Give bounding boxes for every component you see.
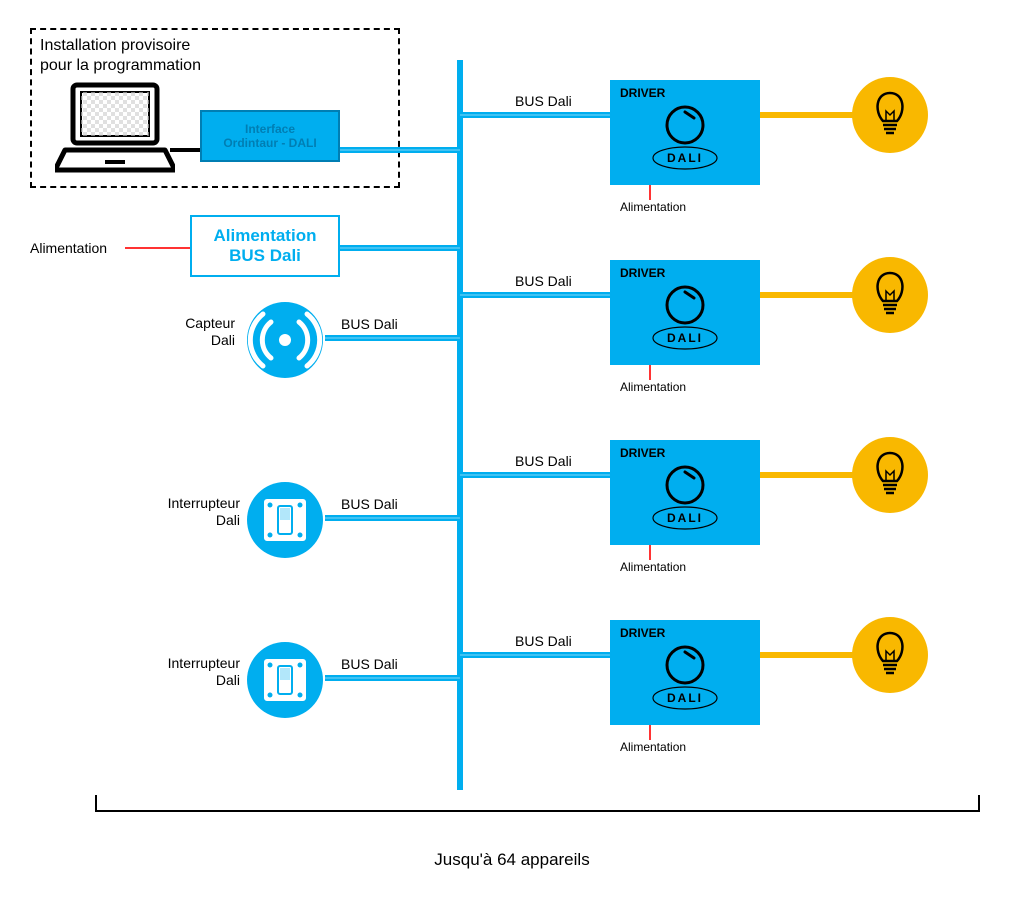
switch1-bus-label: BUS Dali: [341, 656, 398, 672]
driver-power-text-2: Alimentation: [620, 560, 686, 574]
interface-line1: Interface: [245, 122, 295, 136]
footer-text: Jusqu'à 64 appareils: [434, 850, 589, 869]
installation-title: Installation provisoire pour la programma…: [40, 36, 201, 76]
svg-text:DALI: DALI: [667, 691, 703, 705]
sensor-bus-label: BUS Dali: [341, 316, 398, 332]
driver-power-text-1: Alimentation: [620, 380, 686, 394]
svg-text:DALI: DALI: [667, 151, 703, 165]
bracket-l: [95, 795, 97, 810]
driver-power-text-3: Alimentation: [620, 740, 686, 754]
switch-icon-1: [245, 640, 325, 720]
svg-text:DALI: DALI: [667, 331, 703, 345]
driver-power-text-0: Alimentation: [620, 200, 686, 214]
driver0-title: DRIVER: [620, 86, 750, 100]
driver-bus-text-1: BUS Dali: [515, 273, 572, 289]
driver-box-0: DRIVER DALI: [610, 80, 760, 185]
footer: Jusqu'à 64 appareils: [0, 850, 1024, 870]
driver2-bus-label: BUS Dali: [515, 453, 572, 469]
driver3-graphic: DALI: [620, 640, 750, 715]
title-line1: Installation provisoire: [40, 37, 190, 54]
bulb-icon-1: [850, 255, 930, 335]
driver2-graphic: DALI: [620, 460, 750, 535]
driver2-title: DRIVER: [620, 446, 750, 460]
sensor-bus-text: BUS Dali: [341, 316, 398, 332]
sensor-label1: Capteur: [185, 315, 235, 331]
driver3-bus-label: BUS Dali: [515, 633, 572, 649]
title-line2: pour la programmation: [40, 57, 201, 74]
bracket-h: [95, 810, 980, 812]
switch-bus-text-0: BUS Dali: [341, 496, 398, 512]
driver3-title: DRIVER: [620, 626, 750, 640]
bracket-r: [978, 795, 980, 810]
driver-box-2: DRIVER DALI: [610, 440, 760, 545]
driver0-bus-label: BUS Dali: [515, 93, 572, 109]
bulb-icon-2: [850, 435, 930, 515]
driver0-power-label: Alimentation: [620, 200, 686, 214]
driver1-bus-label: BUS Dali: [515, 273, 572, 289]
driver-bus-text-2: BUS Dali: [515, 453, 572, 469]
psu-line1: Alimentation: [214, 226, 317, 246]
alimentation-label: Alimentation: [30, 240, 107, 256]
switch1-label2: Dali: [216, 672, 240, 688]
driver-bus-text-3: BUS Dali: [515, 633, 572, 649]
driver1-title: DRIVER: [620, 266, 750, 280]
sensor-label2: Dali: [211, 332, 235, 348]
sensor-label: CapteurDali: [165, 315, 235, 349]
driver0-graphic: DALI: [620, 100, 750, 175]
driver2-power-label: Alimentation: [620, 560, 686, 574]
driver-bus-text-0: BUS Dali: [515, 93, 572, 109]
psu-line2: BUS Dali: [229, 246, 301, 266]
switch-bus-text-1: BUS Dali: [341, 656, 398, 672]
interface-line2: Ordintaur - DALI: [223, 136, 316, 150]
switch-label-0: InterrupteurDali: [155, 495, 240, 529]
switch0-bus-label: BUS Dali: [341, 496, 398, 512]
laptop-icon: [55, 80, 175, 175]
driver-box-1: DRIVER DALI: [610, 260, 760, 365]
driver1-graphic: DALI: [620, 280, 750, 355]
interface-box: InterfaceOrdintaur - DALI: [200, 110, 340, 162]
sensor-icon: [245, 300, 325, 380]
bulb-icon-0: [850, 75, 930, 155]
switch0-label2: Dali: [216, 512, 240, 528]
driver-box-3: DRIVER DALI: [610, 620, 760, 725]
svg-text:DALI: DALI: [667, 511, 703, 525]
switch0-label1: Interrupteur: [168, 495, 240, 511]
switch-icon-0: [245, 480, 325, 560]
driver3-power-label: Alimentation: [620, 740, 686, 754]
bulb-icon-3: [850, 615, 930, 695]
switch-label-1: InterrupteurDali: [155, 655, 240, 689]
psu-box: AlimentationBUS Dali: [190, 215, 340, 277]
switch1-label1: Interrupteur: [168, 655, 240, 671]
driver1-power-label: Alimentation: [620, 380, 686, 394]
alimentation-text: Alimentation: [30, 240, 107, 256]
